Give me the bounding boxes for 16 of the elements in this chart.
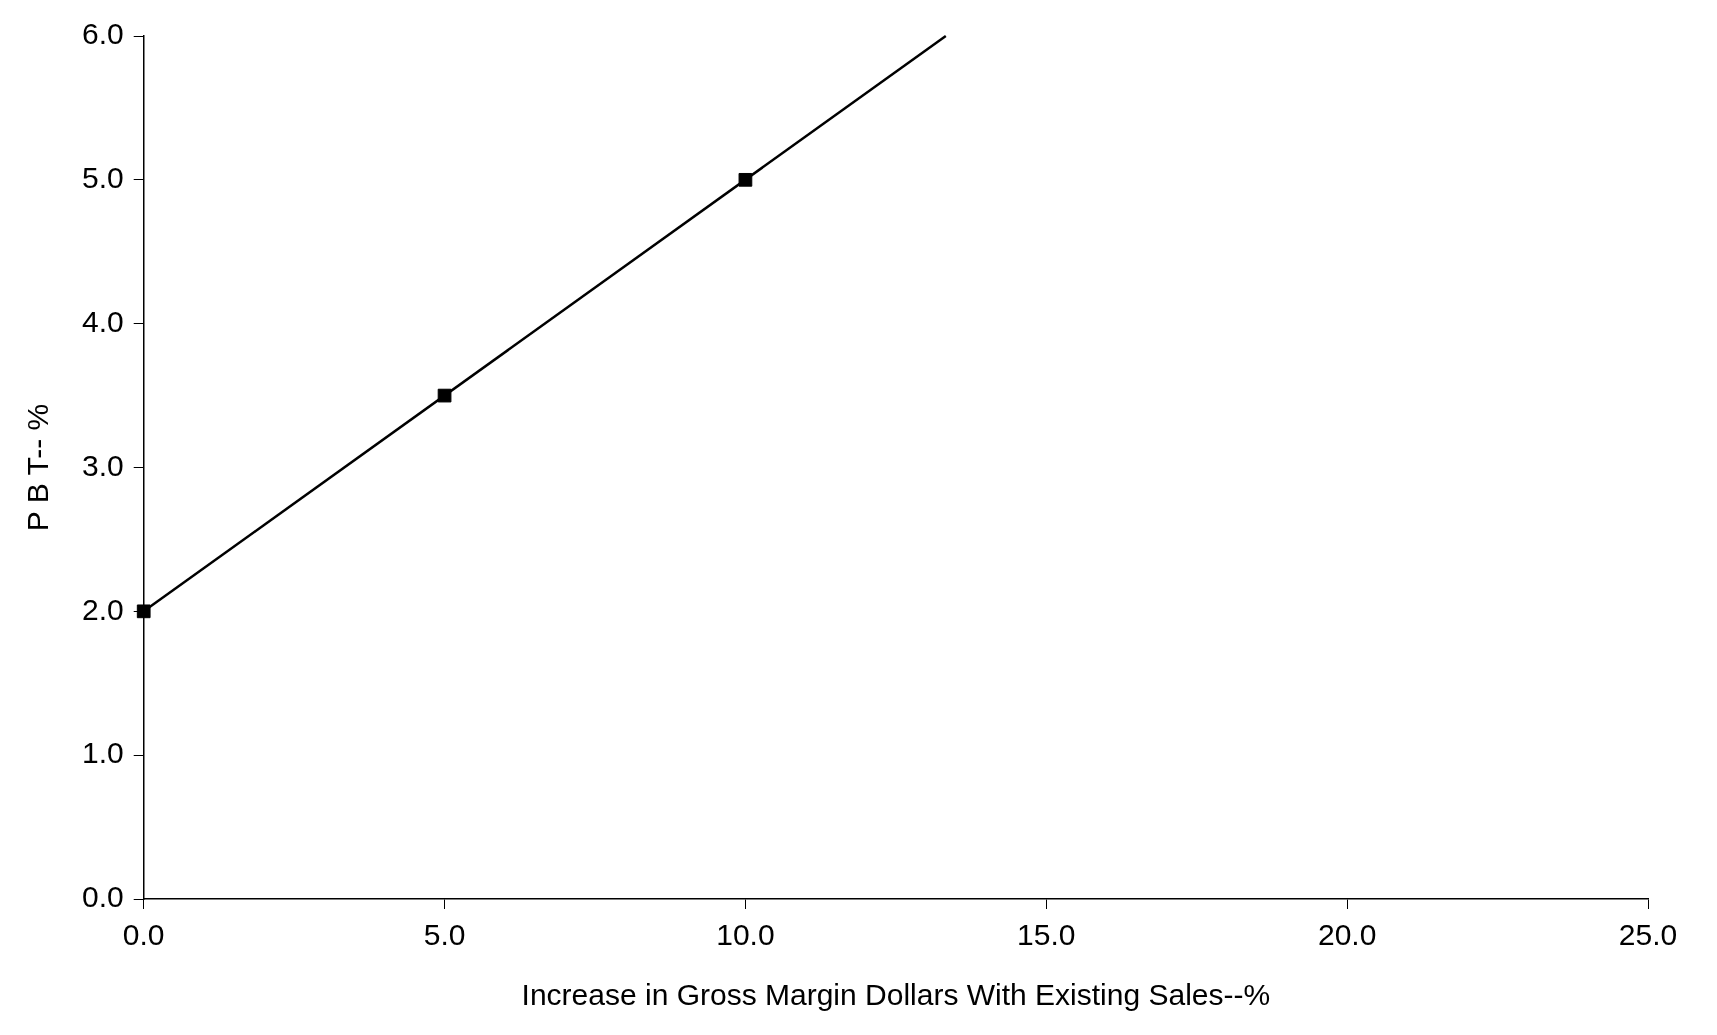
y-tick-label: 4.0 [81,304,124,338]
x-tick-label: 5.0 [423,918,466,952]
x-tick-label: 10.0 [716,918,775,952]
point [136,604,151,619]
y-tick-label: 2.0 [81,592,124,626]
x-tick-label: 25.0 [1618,918,1678,952]
y-tick-label: 6.0 [81,17,124,51]
x-tick-label: 15.0 [1017,918,1076,952]
x-tick-label: 20.0 [1317,918,1377,952]
y-axis-title: P B T-- % [21,403,55,532]
y-tick-label: 5.0 [81,161,124,195]
x-tick-label: 0.0 [122,918,165,952]
y-tick-label: 1.0 [81,736,124,770]
y-tick-label: 3.0 [81,448,124,482]
x-axis-title: Increase in Gross Margin Dollars With Existing Sales--% [521,978,1271,1012]
y-tick-label: 0.0 [81,880,124,914]
